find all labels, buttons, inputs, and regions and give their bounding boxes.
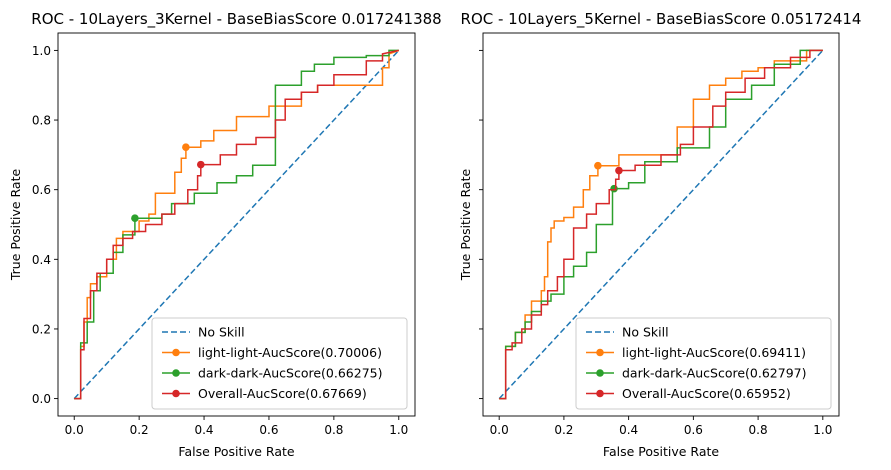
plot-area bbox=[73, 49, 400, 400]
x-tick-label: 0.0 bbox=[490, 423, 509, 437]
y-axis-label: True Positive Rate bbox=[458, 169, 473, 282]
legend-label: dark-dark-AucScore(0.62797) bbox=[622, 366, 807, 381]
x-tick-label: 0.6 bbox=[259, 423, 278, 437]
legend-marker bbox=[172, 389, 180, 398]
legend-label: dark-dark-AucScore(0.66275) bbox=[198, 366, 383, 381]
x-tick-label: 0.2 bbox=[554, 423, 573, 437]
series-marker-2 bbox=[182, 143, 190, 152]
x-tick-label: 1.0 bbox=[813, 423, 832, 437]
series-marker-4 bbox=[197, 160, 205, 169]
series-line-2 bbox=[499, 49, 823, 400]
series-marker-3 bbox=[131, 214, 139, 223]
series-line-1 bbox=[73, 49, 400, 400]
legend-marker bbox=[596, 389, 604, 398]
series-marker-4 bbox=[615, 166, 623, 175]
x-tick-label: 0.2 bbox=[130, 423, 149, 437]
y-tick-label: 0.0 bbox=[32, 392, 51, 406]
axes-frame bbox=[482, 32, 840, 417]
x-tick-label: 1.0 bbox=[389, 423, 408, 437]
chart-panel-2: ROC - 10Layers_5Kernel - BaseBiasScore 0… bbox=[458, 10, 861, 459]
series-line-4 bbox=[499, 49, 823, 400]
chart-title: ROC - 10Layers_3Kernel - BaseBiasScore 0… bbox=[31, 10, 441, 29]
y-tick-label: 1.0 bbox=[32, 44, 51, 58]
legend-label: No Skill bbox=[622, 325, 669, 340]
x-axis-label: False Positive Rate bbox=[603, 444, 719, 459]
y-tick-label: 0.6 bbox=[32, 183, 51, 197]
x-tick-label: 0.8 bbox=[324, 423, 343, 437]
series-line-3 bbox=[499, 49, 823, 400]
x-tick-label: 0.0 bbox=[65, 423, 84, 437]
legend: No Skill light-light-AucScore(0.69411) dar… bbox=[575, 317, 832, 410]
y-axis-label: True Positive Rate bbox=[8, 169, 23, 282]
legend-label: Overall-AucScore(0.67669) bbox=[198, 386, 367, 401]
legend-marker bbox=[172, 348, 180, 357]
legend-label: Overall-AucScore(0.65952) bbox=[622, 386, 791, 401]
legend-box bbox=[151, 317, 408, 410]
x-tick-label: 0.8 bbox=[749, 423, 768, 437]
x-tick-label: 0.4 bbox=[194, 423, 213, 437]
y-tick-label: 0.4 bbox=[32, 253, 51, 267]
legend-label: light-light-AucScore(0.70006) bbox=[198, 345, 382, 360]
axes-frame bbox=[57, 32, 416, 417]
x-tick-label: 0.4 bbox=[619, 423, 638, 437]
legend-label: No Skill bbox=[198, 325, 245, 340]
y-tick-label: 0.8 bbox=[32, 114, 51, 128]
legend-marker bbox=[172, 369, 180, 377]
plot-area bbox=[498, 49, 824, 400]
chart-panel-1: ROC - 10Layers_3Kernel - BaseBiasScore 0… bbox=[8, 10, 442, 459]
series-marker-3 bbox=[610, 184, 618, 193]
series-marker-2 bbox=[594, 161, 602, 170]
legend-marker bbox=[596, 369, 604, 377]
legend-box bbox=[575, 317, 832, 410]
legend-marker bbox=[596, 348, 604, 357]
x-axis-label: False Positive Rate bbox=[178, 444, 294, 459]
chart-title: ROC - 10Layers_5Kernel - BaseBiasScore 0… bbox=[461, 10, 862, 29]
legend-label: light-light-AucScore(0.69411) bbox=[622, 345, 806, 360]
series-line-1 bbox=[498, 49, 824, 400]
y-tick-label: 0.2 bbox=[32, 322, 51, 336]
series-line-4 bbox=[74, 49, 399, 400]
legend: No Skill light-light-AucScore(0.70006) dar… bbox=[151, 317, 408, 410]
x-tick-label: 0.6 bbox=[684, 423, 703, 437]
